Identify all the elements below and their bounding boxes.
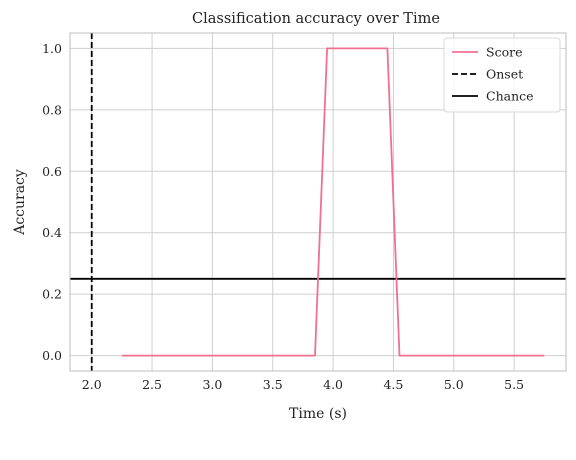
legend-label-chance: Chance [486,89,534,104]
x-tick-label: 5.5 [504,377,524,392]
y-tick-label: 0.0 [42,348,62,363]
y-tick-label: 0.4 [42,225,62,240]
x-tick-label: 3.5 [263,377,283,392]
x-tick-label: 2.5 [142,377,162,392]
x-tick-label: 4.5 [383,377,403,392]
x-tick-labels: 2.0 2.5 3.0 3.5 4.0 4.5 5.0 5.5 [82,377,524,392]
legend-box [443,37,561,113]
y-axis-label: Accuracy [12,169,28,236]
y-tick-label: 0.8 [42,102,62,117]
x-tick-label: 3.0 [202,377,222,392]
y-tick-label: 0.2 [42,287,62,302]
chart-title: Classification accuracy over Time [192,11,440,27]
x-tick-label: 5.0 [444,377,464,392]
plot-frame [69,32,567,372]
x-tick-label: 4.0 [323,377,343,392]
y-tick-label: 1.0 [42,41,62,56]
legend-label-score: Score [486,45,522,60]
y-tick-label: 0.6 [42,164,62,179]
legend-label-onset: Onset [486,67,523,82]
legend: Score Onset Chance [443,37,561,113]
score-series-line [121,47,545,357]
x-axis-label: Time (s) [289,406,347,422]
series-layer [121,47,545,357]
x-tick-label: 2.0 [82,377,102,392]
y-tick-labels: 0.0 0.2 0.4 0.6 0.8 1.0 [42,41,62,363]
